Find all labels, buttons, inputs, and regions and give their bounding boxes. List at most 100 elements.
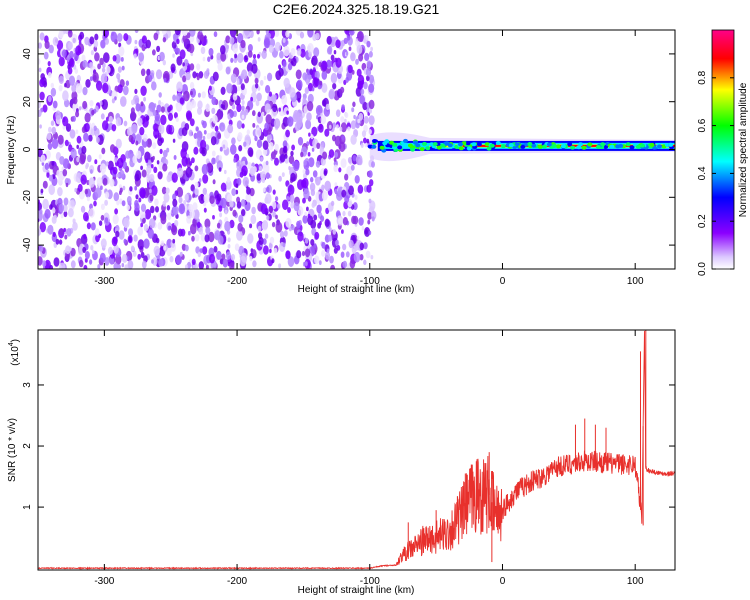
signal-cell: [546, 142, 552, 147]
noise-cell: [116, 33, 123, 42]
noise-cell: [95, 234, 100, 243]
noise-cell: [62, 204, 68, 213]
noise-cell: [48, 174, 54, 182]
colorbar-tick-label: 0.4: [697, 166, 708, 180]
noise-cell: [193, 209, 200, 220]
noise-cell: [307, 43, 314, 54]
noise-cell: [138, 197, 142, 203]
noise-cell: [131, 123, 138, 134]
noise-cell: [296, 48, 302, 56]
x-tick-label: -200: [227, 576, 247, 587]
noise-cell: [319, 80, 323, 86]
noise-cell: [62, 116, 69, 127]
noise-cell: [75, 129, 79, 135]
noise-cell: [266, 186, 270, 193]
snr-panel: -300 -200 -100 0 100 1 2 3 Height of straight …: [7, 329, 676, 596]
noise-cell: [287, 207, 291, 213]
noise-cell: [126, 204, 130, 211]
noise-cell: [257, 37, 261, 42]
noise-cell: [104, 37, 109, 45]
y-multiplier: (x104): [8, 339, 21, 366]
noise-cell: [167, 212, 172, 220]
noise-cell: [56, 40, 64, 51]
noise-cell: [90, 169, 93, 174]
noise-cell: [124, 264, 129, 269]
noise-cell: [41, 161, 45, 166]
noise-cell: [171, 225, 178, 236]
noise-cell: [362, 101, 368, 111]
noise-cell: [75, 83, 83, 94]
noise-cell: [59, 156, 65, 165]
noise-cell: [361, 130, 367, 138]
noise-cell: [86, 222, 91, 230]
signal-cell: [531, 143, 537, 148]
noise-cell: [189, 118, 195, 127]
noise-cell: [152, 257, 158, 266]
noise-cell: [62, 169, 68, 177]
noise-cell: [121, 65, 125, 71]
noise-cell: [95, 187, 102, 198]
noise-cell: [123, 238, 127, 244]
noise-cell: [113, 244, 119, 254]
noise-cell: [100, 214, 105, 221]
noise-cell: [329, 255, 334, 264]
noise-cell: [152, 142, 157, 150]
noise-cell: [108, 115, 114, 124]
noise-cell: [201, 164, 209, 175]
snr-series-line: [38, 330, 675, 570]
noise-cell: [150, 205, 155, 214]
noise-cell: [314, 255, 320, 265]
noise-cell: [38, 202, 42, 211]
noise-cell: [320, 157, 326, 166]
noise-cell: [282, 60, 287, 68]
noise-cell: [185, 71, 191, 81]
noise-cell: [311, 126, 318, 137]
noise-cell: [210, 136, 217, 146]
noise-cell: [197, 100, 203, 110]
noise-cell: [271, 258, 275, 264]
noise-cell: [68, 75, 76, 86]
noise-cell: [260, 171, 266, 181]
top-x-ticks: -300 -200 -100 0 100: [94, 30, 644, 287]
x-tick-label: 100: [627, 276, 644, 287]
noise-cell: [154, 198, 159, 206]
noise-cell: [135, 170, 142, 181]
noise-cell: [111, 124, 117, 132]
signal-band: [367, 132, 675, 162]
noise-cell: [202, 246, 208, 255]
noise-cell: [326, 59, 332, 68]
noise-cell: [90, 50, 94, 56]
noise-cell: [356, 68, 362, 77]
noise-cell: [42, 260, 47, 267]
noise-cell: [211, 150, 216, 157]
noise-cell: [262, 187, 266, 192]
noise-cell: [252, 110, 256, 117]
noise-cell: [196, 75, 200, 81]
noise-cell: [151, 81, 157, 91]
noise-cell: [162, 59, 166, 66]
noise-cell: [147, 228, 154, 239]
noise-cell: [100, 73, 108, 84]
noise-cell: [349, 259, 356, 269]
noise-cell: [243, 141, 247, 147]
noise-cell: [218, 155, 223, 161]
signal-cell: [422, 141, 427, 146]
signal-cell: [609, 144, 615, 149]
noise-cell: [241, 165, 248, 177]
noise-cell: [38, 244, 44, 252]
noise-cell: [141, 35, 147, 44]
noise-cell: [189, 161, 193, 166]
noise-cell: [153, 245, 160, 256]
noise-cell: [216, 222, 221, 229]
noise-cell: [225, 35, 231, 44]
noise-cell: [117, 264, 121, 269]
signal-cell: [551, 143, 557, 148]
noise-cell: [83, 264, 88, 269]
noise-cell: [134, 30, 139, 34]
noise-cell: [173, 155, 177, 160]
signal-cell: [458, 146, 464, 151]
noise-cell: [58, 30, 64, 39]
noise-cell: [175, 47, 180, 55]
noise-cell: [308, 51, 313, 58]
